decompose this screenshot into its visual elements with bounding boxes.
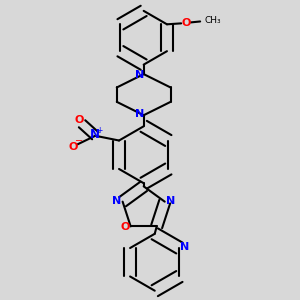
Text: N: N bbox=[166, 196, 175, 206]
Text: N: N bbox=[112, 196, 122, 206]
Text: O: O bbox=[181, 18, 190, 28]
Text: N: N bbox=[90, 128, 100, 141]
Text: CH₃: CH₃ bbox=[204, 16, 221, 25]
Text: N: N bbox=[135, 109, 144, 119]
Text: O: O bbox=[74, 115, 84, 125]
Text: −: − bbox=[74, 136, 83, 146]
Text: +: + bbox=[97, 126, 103, 135]
Text: N: N bbox=[179, 242, 189, 252]
Text: N: N bbox=[135, 70, 144, 80]
Text: O: O bbox=[68, 142, 78, 152]
Text: O: O bbox=[120, 222, 130, 232]
